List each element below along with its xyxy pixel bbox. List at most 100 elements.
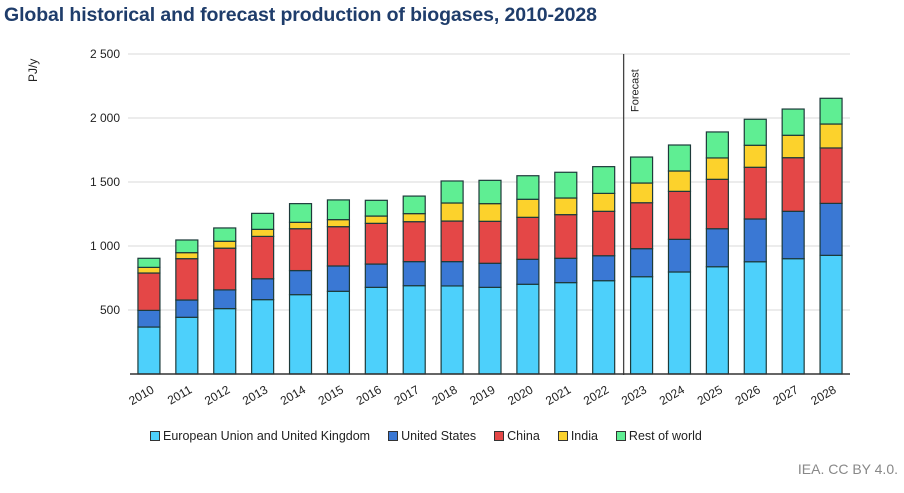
bar-india-2026	[743, 144, 767, 168]
legend-item: United States	[388, 429, 476, 443]
bar-rest-of-world-2021	[554, 171, 578, 199]
bar-india-2022	[592, 192, 616, 212]
bar-european-union-and-united-kingdom-2028	[819, 254, 843, 375]
bar-rest-of-world-2015	[326, 199, 351, 221]
bar-united-states-2016	[364, 263, 388, 288]
x-tick-label: 2013	[240, 382, 270, 408]
bar-india-2028	[819, 123, 843, 149]
chart-title: Global historical and forecast productio…	[4, 4, 597, 26]
x-tick-label: 2027	[771, 382, 801, 408]
legend-swatch	[388, 431, 399, 441]
x-tick-label: 2018	[429, 382, 459, 408]
x-tick-label: 2024	[657, 382, 687, 408]
x-tick-label: 2022	[581, 382, 611, 408]
legend-label: European Union and United Kingdom	[163, 429, 371, 443]
bar-china-2024	[667, 190, 692, 240]
legend-label: Rest of world	[628, 429, 702, 443]
legend-label: India	[570, 429, 598, 443]
bar-rest-of-world-2028	[819, 97, 843, 125]
bar-china-2028	[819, 147, 843, 204]
bar-china-2016	[364, 222, 388, 265]
bar-stack-2019	[478, 179, 502, 375]
bar-china-2019	[478, 220, 502, 264]
bar-china-2026	[743, 166, 767, 220]
bar-united-states-2020	[516, 258, 540, 285]
x-tick-label: 2020	[505, 382, 535, 408]
bar-european-union-and-united-kingdom-2021	[554, 282, 578, 375]
bar-united-states-2022	[592, 255, 616, 282]
bar-european-union-and-united-kingdom-2027	[781, 258, 805, 375]
bar-stack-2028	[819, 97, 843, 375]
x-tick-label: 2015	[316, 382, 346, 408]
bar-stack-2013	[251, 212, 275, 375]
bar-united-states-2018	[440, 261, 464, 287]
legend-swatch	[615, 431, 626, 441]
bar-india-2015	[326, 219, 351, 228]
bar-china-2021	[554, 214, 578, 259]
bar-china-2010	[137, 272, 161, 311]
y-tick-label: 500	[100, 303, 120, 317]
bar-stack-2010	[137, 257, 161, 375]
bar-rest-of-world-2024	[667, 144, 692, 172]
x-tick-label: 2017	[392, 382, 422, 408]
bar-european-union-and-united-kingdom-2011	[175, 316, 199, 375]
bar-china-2020	[516, 216, 540, 260]
bar-united-states-2028	[819, 202, 843, 256]
bar-united-states-2024	[667, 238, 692, 273]
bar-united-states-2019	[478, 262, 502, 288]
legend-swatch	[557, 431, 568, 441]
bar-rest-of-world-2014	[288, 203, 313, 223]
bar-india-2012	[213, 240, 237, 249]
bar-india-2016	[364, 215, 388, 224]
bar-rest-of-world-2012	[213, 227, 237, 242]
x-tick-labels: 2010 2011 2012 2013 2014 2015 2016 2017 2018 2019…	[126, 382, 839, 408]
x-tick-label: 2023	[619, 382, 649, 408]
bar-china-2014	[288, 228, 313, 272]
bar-european-union-and-united-kingdom-2026	[743, 261, 767, 375]
bar-india-2025	[705, 157, 729, 180]
bar-rest-of-world-2026	[743, 118, 767, 146]
x-tick-label: 2011	[165, 382, 195, 407]
bar-united-states-2013	[251, 278, 275, 301]
bar-united-states-2017	[402, 261, 426, 287]
x-tick-label: 2019	[467, 382, 497, 408]
bar-rest-of-world-2010	[137, 257, 161, 268]
x-tick-label: 2012	[202, 382, 232, 408]
legend: European Union and United Kingdom United …	[150, 429, 720, 443]
bar-united-states-2021	[554, 257, 578, 284]
bar-rest-of-world-2025	[705, 131, 729, 159]
bar-china-2025	[705, 178, 729, 230]
bar-rest-of-world-2017	[402, 195, 426, 215]
bar-stack-2012	[213, 227, 237, 375]
bar-india-2020	[516, 198, 540, 218]
bar-india-2014	[288, 221, 313, 230]
forecast-label: Forecast	[630, 69, 642, 112]
bar-united-states-2014	[288, 269, 313, 296]
bars	[137, 97, 843, 375]
bar-rest-of-world-2020	[516, 175, 540, 200]
bar-stack-2027	[781, 108, 805, 375]
bar-european-union-and-united-kingdom-2017	[402, 285, 426, 375]
bar-rest-of-world-2013	[251, 212, 275, 230]
bar-stack-2011	[175, 239, 199, 375]
bar-china-2011	[175, 258, 199, 301]
bar-india-2017	[402, 213, 426, 223]
bar-united-states-2012	[213, 289, 237, 310]
x-tick-label: 2026	[733, 382, 763, 408]
bar-united-states-2010	[137, 309, 161, 328]
bar-india-2011	[175, 252, 199, 260]
bar-european-union-and-united-kingdom-2025	[705, 266, 729, 375]
legend-item: China	[494, 429, 540, 443]
bar-european-union-and-united-kingdom-2018	[440, 285, 464, 375]
y-tick-label: 2 000	[90, 111, 120, 125]
bar-stack-2025	[705, 131, 729, 375]
bar-european-union-and-united-kingdom-2022	[592, 280, 616, 375]
bar-european-union-and-united-kingdom-2015	[326, 290, 351, 375]
bar-china-2013	[251, 235, 275, 280]
bar-stack-2026	[743, 118, 767, 375]
y-tick-labels: 500 1 000 1 500 2 000 2 500	[90, 47, 120, 317]
forecast-annotation: Forecast	[622, 54, 642, 375]
bar-european-union-and-united-kingdom-2016	[364, 286, 388, 375]
bar-china-2012	[213, 247, 237, 291]
bar-rest-of-world-2011	[175, 239, 199, 254]
